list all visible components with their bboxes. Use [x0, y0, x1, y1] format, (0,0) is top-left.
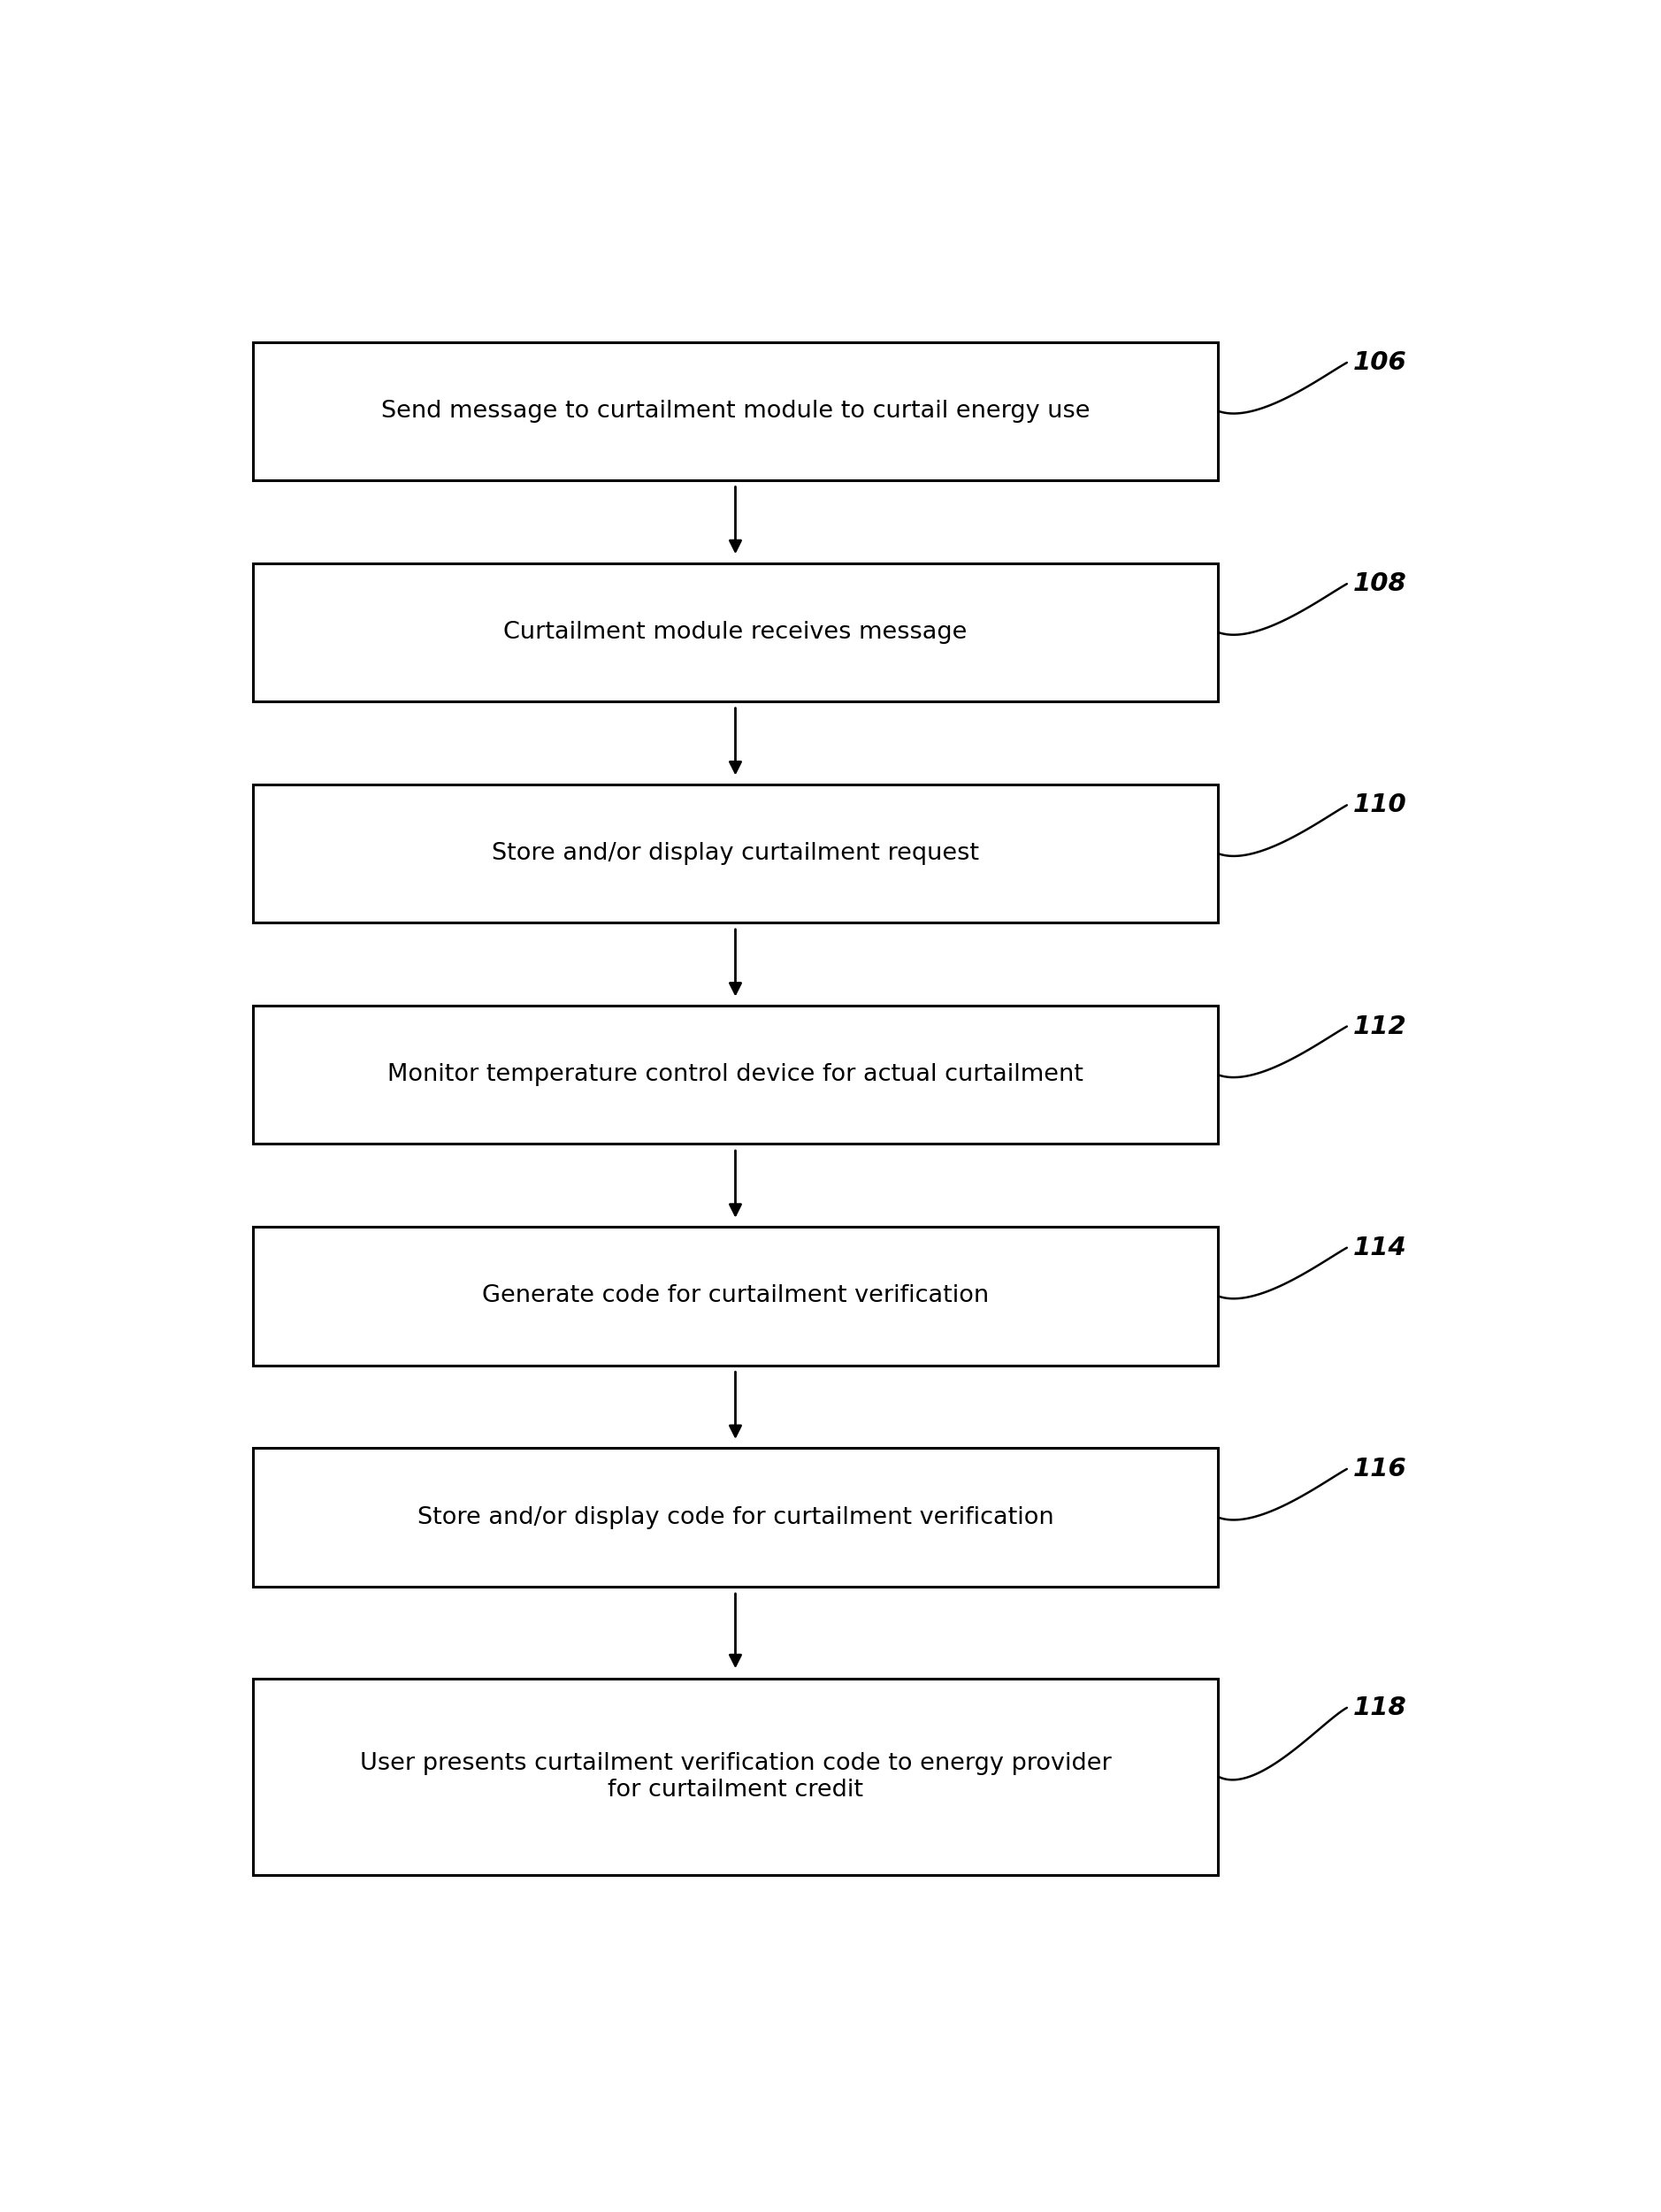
FancyBboxPatch shape: [252, 343, 1218, 480]
Text: 118: 118: [1354, 1694, 1407, 1721]
FancyBboxPatch shape: [252, 785, 1218, 922]
Text: Monitor temperature control device for actual curtailment: Monitor temperature control device for a…: [387, 1064, 1083, 1086]
FancyBboxPatch shape: [252, 1006, 1218, 1144]
Text: Generate code for curtailment verification: Generate code for curtailment verificati…: [482, 1285, 988, 1307]
FancyBboxPatch shape: [252, 564, 1218, 701]
Text: 110: 110: [1354, 792, 1407, 818]
Text: 106: 106: [1354, 349, 1407, 376]
Text: 108: 108: [1354, 571, 1407, 597]
Text: Curtailment module receives message: Curtailment module receives message: [503, 622, 967, 644]
FancyBboxPatch shape: [252, 1449, 1218, 1586]
FancyBboxPatch shape: [252, 1679, 1218, 1876]
Text: 112: 112: [1354, 1013, 1407, 1040]
Text: Store and/or display curtailment request: Store and/or display curtailment request: [492, 843, 978, 865]
Text: 114: 114: [1354, 1234, 1407, 1261]
Text: Store and/or display code for curtailment verification: Store and/or display code for curtailmen…: [417, 1506, 1053, 1528]
FancyBboxPatch shape: [252, 1228, 1218, 1365]
Text: 116: 116: [1354, 1458, 1407, 1482]
Text: Send message to curtailment module to curtail energy use: Send message to curtailment module to cu…: [380, 400, 1090, 422]
Text: User presents curtailment verification code to energy provider
for curtailment c: User presents curtailment verification c…: [360, 1752, 1111, 1801]
